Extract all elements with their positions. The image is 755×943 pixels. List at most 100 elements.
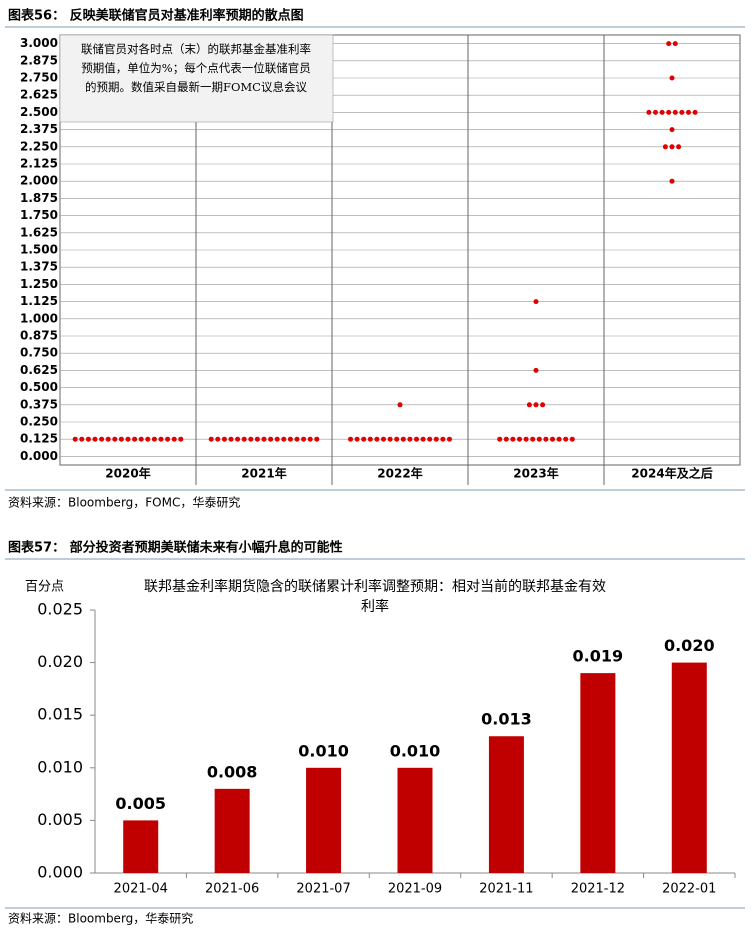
dot xyxy=(348,436,353,442)
dot xyxy=(659,109,665,115)
y-tick-label: 1.375 xyxy=(20,260,58,274)
dot xyxy=(563,436,569,442)
dot xyxy=(407,436,413,442)
y-tick-label: 2.500 xyxy=(20,105,58,119)
dot xyxy=(241,436,247,442)
dot xyxy=(268,436,274,442)
dot xyxy=(397,402,403,408)
y-tick-label: 2.125 xyxy=(20,157,58,171)
bar xyxy=(123,820,159,873)
dot xyxy=(215,436,221,442)
y-tick-label: 0.000 xyxy=(20,449,58,463)
x-tick-label: 2021-11 xyxy=(479,882,533,897)
bar xyxy=(306,767,342,873)
dot xyxy=(374,436,380,442)
dot xyxy=(669,75,675,81)
dot xyxy=(281,436,287,442)
dot xyxy=(510,436,516,442)
annotation: 预期值，单位为%；每个点代表一位联储官员 xyxy=(81,61,310,75)
annotation: 联储官员对各时点（末）的联邦基金基准利率 xyxy=(81,42,311,56)
dot xyxy=(517,436,522,442)
dot xyxy=(301,436,307,442)
annotation-box xyxy=(59,34,334,123)
dot xyxy=(145,436,151,442)
dot xyxy=(679,109,685,115)
y-tick-label: 0.500 xyxy=(20,380,58,394)
dot xyxy=(381,436,386,442)
caption: 图表57： 部分投资者预期美联储未来有小幅升息的可能性 xyxy=(8,540,343,556)
y-tick-label: 2.000 xyxy=(20,174,58,188)
dot xyxy=(536,436,542,442)
y-tick-label: 0.625 xyxy=(20,363,58,377)
dot xyxy=(79,436,85,442)
value-label: 0.005 xyxy=(115,794,166,813)
dot xyxy=(676,144,682,150)
dot xyxy=(151,436,157,442)
dot xyxy=(387,436,393,442)
y-tick-label: 0.010 xyxy=(37,757,83,776)
y-tick-label: 1.125 xyxy=(20,294,58,308)
x-tick-label: 2023年 xyxy=(513,466,558,481)
dot xyxy=(692,109,698,115)
dot xyxy=(367,436,373,442)
dot xyxy=(307,436,313,442)
bar xyxy=(671,662,707,873)
value-label: 0.020 xyxy=(664,636,715,655)
y-tick-label: 1.625 xyxy=(20,225,58,239)
y-tick-label: 1.250 xyxy=(20,277,58,291)
dot xyxy=(672,109,678,115)
dot xyxy=(533,367,539,373)
dot xyxy=(314,436,320,442)
chart-title: 联邦基金利率期货隐含的联储累计利率调整预期：相对当前的联邦基金有效 xyxy=(144,578,606,595)
dot xyxy=(666,109,672,115)
y-tick-label: 0.875 xyxy=(20,329,58,343)
y-tick-label: 1.000 xyxy=(20,311,58,325)
dot xyxy=(646,109,652,115)
y-tick-label: 2.375 xyxy=(20,122,58,136)
dot xyxy=(105,436,111,442)
dot xyxy=(526,402,532,408)
dot xyxy=(228,436,234,442)
value-label: 0.010 xyxy=(298,741,349,760)
dot xyxy=(287,436,293,442)
y-tick-label: 2.875 xyxy=(20,53,58,67)
bar xyxy=(214,788,250,873)
dot xyxy=(85,436,91,442)
dot xyxy=(235,436,241,442)
annotation: 的预期。数值采自最新一期FOMC议息会议 xyxy=(85,80,307,94)
dot xyxy=(414,436,419,442)
dot xyxy=(420,436,426,442)
dot xyxy=(394,436,400,442)
x-tick-label: 2021-06 xyxy=(205,882,259,897)
dot xyxy=(274,436,280,442)
bar xyxy=(397,767,433,873)
value-label: 0.013 xyxy=(481,710,532,729)
dot xyxy=(669,144,675,150)
source: 资料来源：Bloomberg，华泰研究 xyxy=(8,911,193,926)
dot xyxy=(208,436,214,442)
y-tick-label: 2.250 xyxy=(20,139,58,153)
dot xyxy=(686,109,691,115)
dot xyxy=(556,436,562,442)
y-axis-label: 百分点 xyxy=(25,580,64,595)
dot xyxy=(361,436,367,442)
dot xyxy=(92,436,98,442)
y-tick-label: 0.025 xyxy=(37,600,83,619)
y-tick-label: 0.250 xyxy=(20,415,58,429)
x-tick-label: 2021-04 xyxy=(114,882,168,897)
y-tick-label: 1.750 xyxy=(20,208,58,222)
dot xyxy=(669,178,675,184)
y-tick-label: 0.020 xyxy=(37,652,83,671)
x-tick-label: 2020年 xyxy=(105,466,150,481)
dot xyxy=(118,436,124,442)
value-label: 0.008 xyxy=(207,762,258,781)
dot xyxy=(497,436,503,442)
dot xyxy=(440,436,446,442)
y-tick-label: 0.125 xyxy=(20,432,58,446)
y-tick-label: 0.375 xyxy=(20,397,58,411)
dot xyxy=(294,436,300,442)
y-tick-label: 2.625 xyxy=(20,88,58,102)
dot xyxy=(178,436,184,442)
dot xyxy=(672,41,678,47)
